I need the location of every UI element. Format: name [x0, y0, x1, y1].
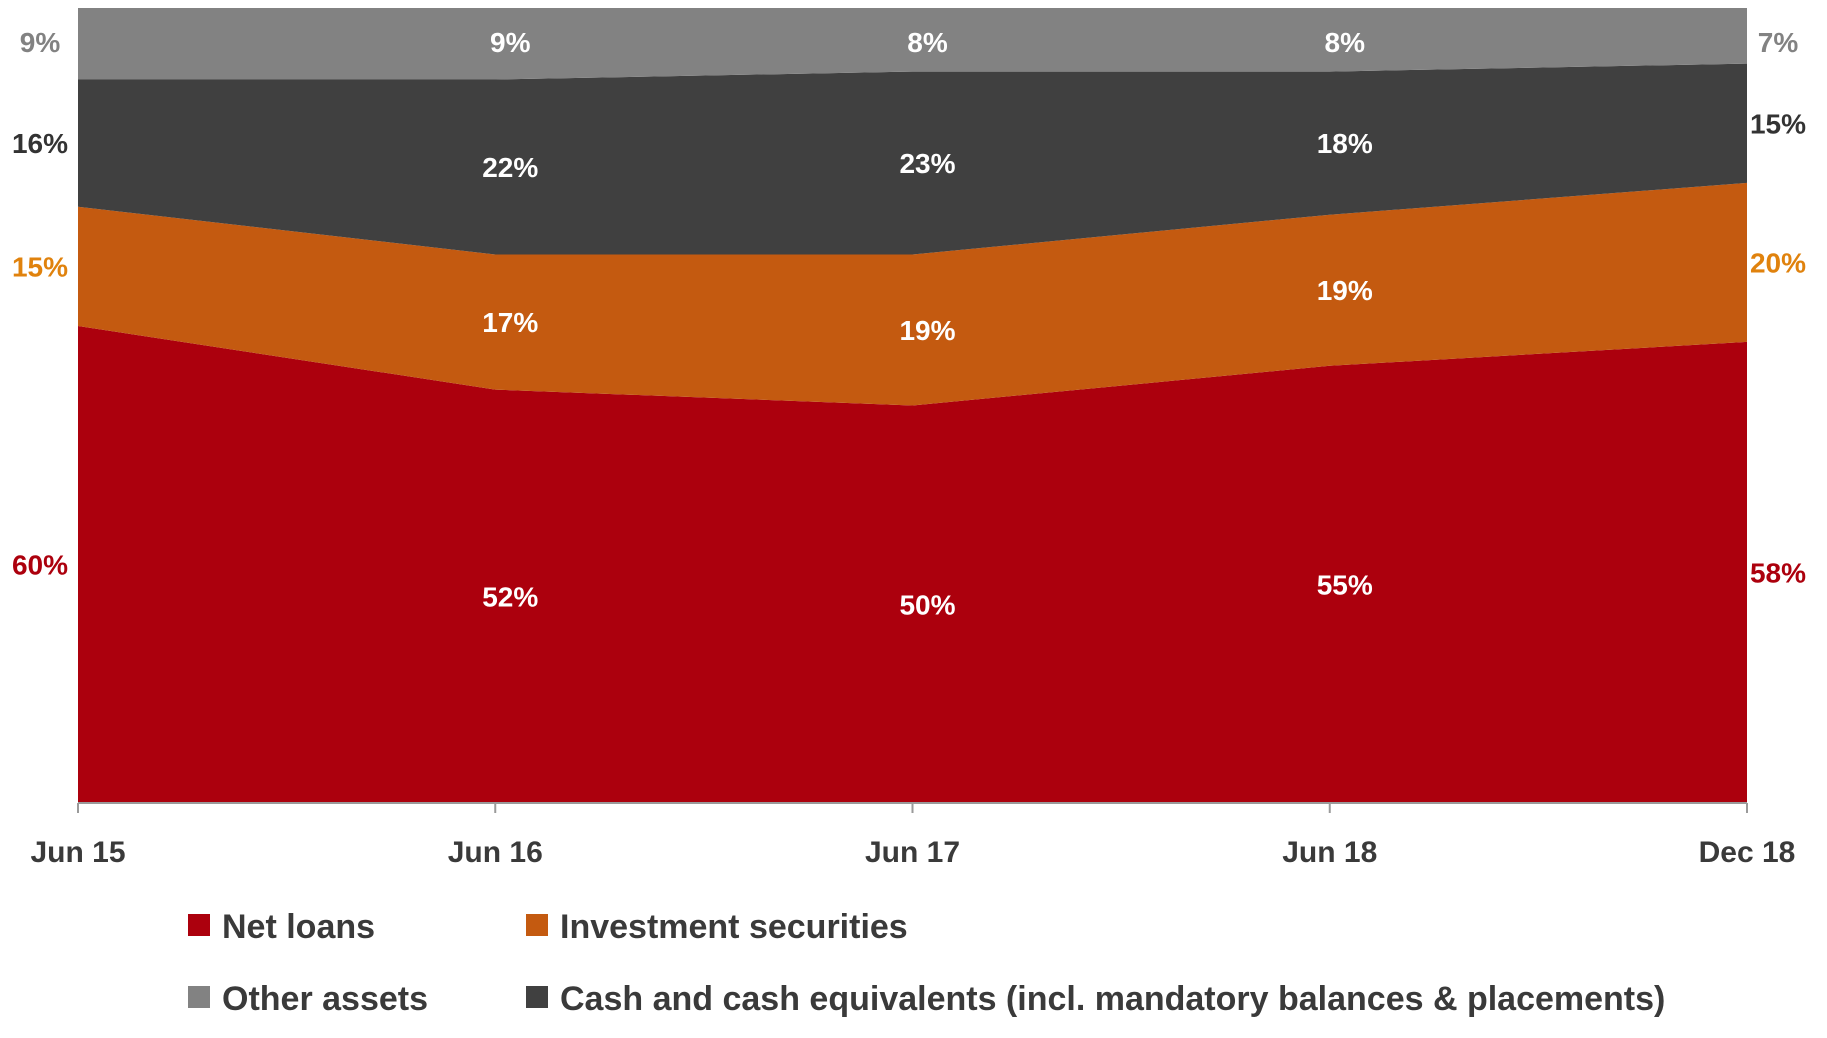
legend-label: Investment securities	[560, 908, 908, 946]
legend-swatch	[188, 914, 210, 936]
data-label-cash-and-cash-equivalents-incl-mandatory-balances-placements: 15%	[1750, 108, 1806, 139]
legend: Net loans Investment securities Other asse…	[188, 908, 1665, 1018]
data-label-investment-securities: 15%	[12, 251, 68, 282]
legend-item-investment-securities: Investment securities	[526, 908, 908, 946]
data-label-other-assets: 9%	[490, 27, 531, 58]
data-label-cash-and-cash-equivalents-incl-mandatory-balances-placements: 23%	[899, 148, 955, 179]
area-cash-and-cash-equivalents-incl-mandatory-balances-placements	[78, 63, 1747, 255]
data-label-other-assets: 9%	[20, 27, 61, 58]
data-label-net-loans: 58%	[1750, 557, 1806, 588]
x-tick-label: Jun 16	[448, 836, 543, 869]
area-net-loans	[78, 326, 1747, 803]
x-tick-label: Dec 18	[1699, 836, 1796, 869]
data-label-other-assets: 8%	[1325, 27, 1366, 58]
data-label-cash-and-cash-equivalents-incl-mandatory-balances-placements: 16%	[12, 128, 68, 159]
legend-swatch	[526, 914, 548, 936]
data-label-other-assets: 8%	[907, 27, 948, 58]
data-label-net-loans: 50%	[899, 589, 955, 620]
legend-item-cash-and-cash-equivalents-incl-mandatory-balances-placements: Cash and cash equivalents (incl. mandato…	[526, 980, 1665, 1018]
data-label-investment-securities: 19%	[1317, 275, 1373, 306]
area-other-assets	[78, 8, 1747, 80]
data-label-net-loans: 60%	[12, 550, 68, 581]
data-label-cash-and-cash-equivalents-incl-mandatory-balances-placements: 18%	[1317, 128, 1373, 159]
area-investment-securities	[78, 182, 1747, 406]
data-label-net-loans: 55%	[1317, 569, 1373, 600]
legend-label: Net loans	[222, 908, 375, 946]
x-tick-label: Jun 17	[865, 836, 960, 869]
data-label-net-loans: 52%	[482, 581, 538, 612]
x-tick-label: Jun 18	[1282, 836, 1377, 869]
legend-item-other-assets: Other assets	[188, 980, 428, 1018]
data-label-investment-securities: 19%	[899, 315, 955, 346]
x-axis: Jun 15 Jun 16 Jun 17 Jun 18 Dec 18	[30, 802, 1796, 869]
x-tick-label: Jun 15	[30, 836, 125, 869]
legend-label: Cash and cash equivalents (incl. mandato…	[560, 980, 1665, 1018]
data-label-investment-securities: 20%	[1750, 247, 1806, 278]
data-label-other-assets: 7%	[1758, 27, 1799, 58]
legend-label: Other assets	[222, 980, 428, 1018]
legend-item-net-loans: Net loans	[188, 908, 375, 946]
area-layer	[78, 8, 1747, 803]
data-label-layer: 60% 52% 50% 55% 58% 15% 17% 19% 19% 20% 16% 22% 23% 1…	[12, 27, 1806, 620]
legend-swatch	[188, 986, 210, 1008]
data-label-cash-and-cash-equivalents-incl-mandatory-balances-placements: 22%	[482, 152, 538, 183]
legend-swatch	[526, 986, 548, 1008]
data-label-investment-securities: 17%	[482, 307, 538, 338]
